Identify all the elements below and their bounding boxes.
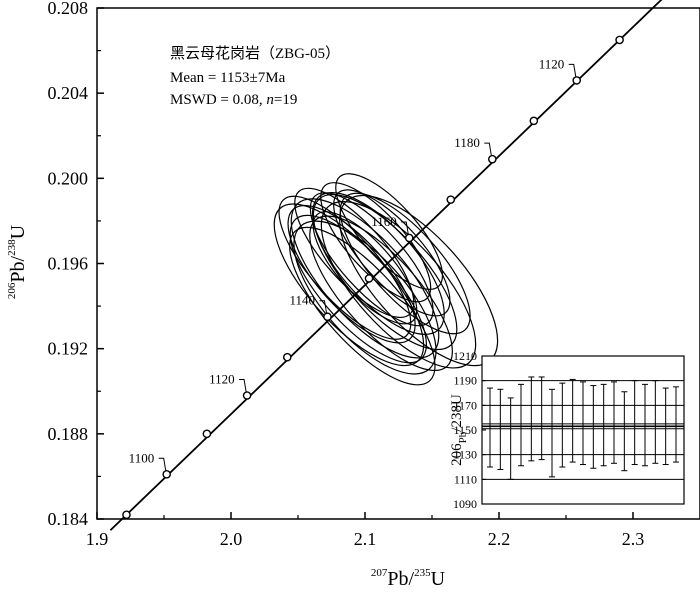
inset-y-tick-label: 1190 [453,374,477,388]
concordia-point [122,510,131,520]
annotation: 黑云母花岗岩（ZBG-05） Mean = 1153±7Ma MSWD = 0.… [170,45,340,108]
concordia-point [242,391,252,400]
error-ellipse [309,215,453,372]
concordia-label-leader [568,63,577,77]
concordia-point [572,76,582,85]
x-axis-title-base2: U [431,568,446,590]
error-ellipse [312,211,418,325]
annotation-line-3-prefix: MSWD = 0.08, [170,92,266,108]
x-tick-label: 2.0 [220,529,243,549]
error-ellipse [278,195,412,340]
concordia-label: 1120 [539,56,565,71]
inset-y-tick-label: 1170 [453,398,477,412]
inset-y-axis-title-tail: U [449,394,465,405]
concordia-point [446,195,456,204]
concordia-point [282,352,292,362]
error-ellipse [333,189,451,317]
y-tick-label: 0.204 [48,83,89,103]
error-ellipse [309,192,434,327]
x-axis-title-base: Pb/ [387,568,414,590]
concordia-point [404,233,414,243]
annotation-line-1: 黑云母花岗岩（ZBG-05） [170,45,340,62]
concordia-label-leader [158,457,167,471]
y-tick-label: 0.196 [48,254,89,274]
concordia-line [109,0,663,531]
concordia-point [529,116,539,126]
concordia-label-leader [484,142,492,156]
concordia-label-leader [239,379,247,392]
concordia-label-leader [401,221,409,235]
y-tick-label: 0.188 [48,424,89,444]
x-tick-label: 2.2 [488,529,511,549]
annotation-line-3-italic: n [266,92,274,108]
concordia-label: 1120 [209,372,235,387]
concordia-point [615,35,624,45]
x-axis-title: 207Pb/235U [371,567,446,590]
error-ellipse [320,201,477,369]
concordia-point [162,469,171,479]
error-ellipse [320,182,432,303]
y-axis-title-base2: U [7,224,29,239]
concordia-label: 1180 [454,135,480,150]
inset-y-tick-label: 1150 [453,423,477,437]
concordia-curve: 1100 1120 1140 1160 1180 1120 [109,0,663,531]
concordia-label: 1140 [289,293,315,308]
concordia-point [202,429,212,439]
x-tick-label: 2.1 [354,529,377,549]
x-axis-title-sup2: 235 [414,567,431,579]
y-axis-title-sup: 206 [6,282,18,299]
y-tick-label: 0.192 [48,339,89,359]
y-tick-label: 0.208 [48,0,89,18]
x-tick-label: 1.9 [86,529,109,549]
concordia-label: 1160 [371,214,397,229]
inset-y-axis-title-sub: Pb [457,431,469,443]
error-ellipse [273,203,425,367]
x-tick-label: 2.3 [622,529,645,549]
y-tick-label: 0.184 [48,509,89,529]
axes: 1.9 2.0 2.1 2.2 2.3 0.184 0.188 0.192 0.196 0.200… [48,0,645,549]
concordia-label: 1100 [129,450,155,465]
annotation-line-2: Mean = 1153±7Ma [170,70,286,86]
inset-y-tick-label: 1130 [453,448,477,462]
annotation-line-3: MSWD = 0.08, n=19 [170,92,297,108]
inset-y-tick-label: 1090 [453,497,477,511]
concordia-point [487,154,497,164]
annotation-line-3-suffix: =19 [274,92,297,108]
axis-titles: 207Pb/235U 206Pb/238U [6,224,446,590]
concordia-label-leader [319,300,327,313]
inset-y-tick-label: 1210 [453,349,477,363]
inset-y-axis-title: 206Pb/238U [449,394,469,466]
error-ellipse [289,226,436,386]
y-axis-title-base: Pb/ [7,255,29,282]
x-axis-title-sup: 207 [371,567,388,579]
concordia-point [323,312,332,322]
inset-errorbar-chart: 1210 1190 1170 1150 1130 1110 1090 206Pb/238U [449,349,685,511]
error-ellipse [294,187,415,319]
inset-y-tick-label: 1110 [454,472,477,486]
concordia-point [364,274,374,283]
y-tick-label: 0.200 [48,168,89,188]
inset-y-axis-title-mid: /238 [449,405,465,432]
y-axis-title-sup2: 238 [6,239,18,256]
inset-y-axis-title-base: 206 [449,443,465,466]
y-axis-title: 206Pb/238U [6,224,29,299]
